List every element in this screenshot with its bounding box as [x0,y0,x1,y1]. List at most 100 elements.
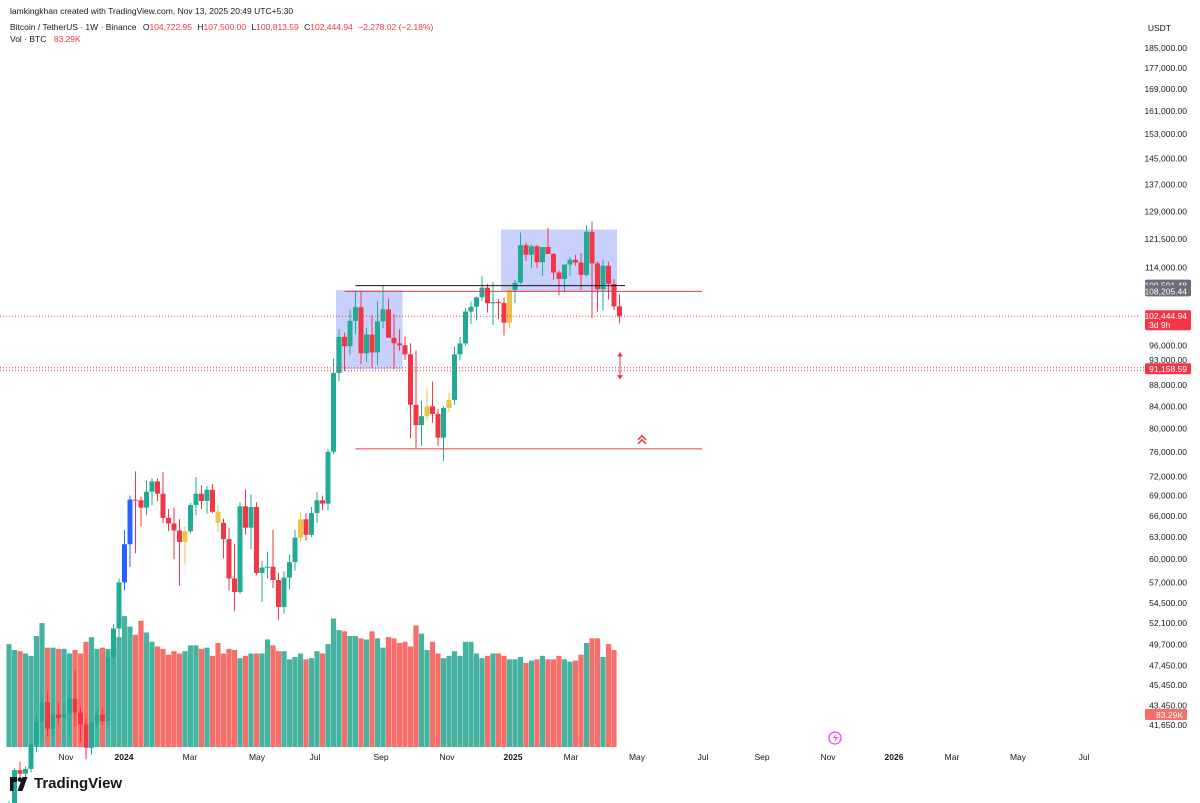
candle-body[interactable] [336,336,342,374]
candle-body[interactable] [12,770,17,803]
candle-body[interactable] [479,287,485,298]
candle-body[interactable] [226,539,232,579]
candle-body[interactable] [265,566,270,568]
candle-body[interactable] [320,500,325,504]
candle-body[interactable] [232,578,237,593]
candle-body[interactable] [556,272,562,279]
candle-body[interactable] [105,657,111,722]
candle-body[interactable] [342,336,347,347]
candle-body[interactable] [160,493,166,518]
candle-body[interactable] [545,247,551,254]
candle-body[interactable] [166,517,171,524]
candle-body[interactable] [111,628,116,658]
candle-body[interactable] [155,481,160,494]
candle-body[interactable] [67,698,72,714]
candle-body[interactable] [221,522,226,540]
candle-body[interactable] [468,306,474,312]
candle-body[interactable] [34,722,39,745]
candle-body[interactable] [501,302,507,323]
candle-body[interactable] [72,698,78,713]
candle-body[interactable] [78,712,83,725]
candle-body[interactable] [23,768,28,774]
candle-body[interactable] [573,259,578,263]
candle-body[interactable] [578,262,584,275]
candle-body[interactable] [402,345,408,355]
symbol-label[interactable]: Bitcoin / TetherUS · 1W · Binance [10,22,137,32]
candle-body[interactable] [617,306,622,317]
candle-body[interactable] [17,770,23,774]
candle-body[interactable] [89,723,94,748]
candle-body[interactable] [347,320,353,347]
candle-body[interactable] [441,407,446,438]
candle-body[interactable] [611,283,617,307]
candle-body[interactable] [584,231,589,275]
candle-body[interactable] [248,506,254,528]
candle-body[interactable] [254,506,259,573]
candle-body[interactable] [171,523,177,531]
price-tag-10820544[interactable]: 108,205.44 [1144,285,1191,297]
candle-body[interactable] [243,506,248,528]
candle-body[interactable] [397,343,402,346]
candle-body[interactable] [182,531,188,543]
candle-body[interactable] [314,500,320,514]
candle-body[interactable] [199,493,204,501]
candle-body[interactable] [281,577,287,607]
candle-body[interactable] [133,499,138,501]
candle-body[interactable] [430,406,435,414]
candle-body[interactable] [518,245,523,283]
candle-body[interactable] [94,714,100,724]
candle-body[interactable] [39,702,45,723]
candle-body[interactable] [507,290,512,323]
candle-body[interactable] [287,562,292,578]
candle-body[interactable] [540,247,545,263]
price-tag-9115859[interactable]: 91,158.59 [1145,363,1191,375]
candle-body[interactable] [303,519,309,535]
candle-body[interactable] [375,321,380,353]
candle-body[interactable] [369,334,375,353]
candle-body[interactable] [45,702,50,729]
candle-body[interactable] [210,489,215,512]
candle-body[interactable] [551,253,556,273]
candle-body[interactable] [144,491,149,508]
candle-body[interactable] [28,744,34,769]
candle-body[interactable] [595,263,600,290]
volume-tag[interactable]: 83.29K [1145,709,1187,720]
candle-body[interactable] [457,343,463,355]
candle-body[interactable] [364,334,369,354]
candle-body[interactable] [61,713,67,718]
candle-body[interactable] [237,506,243,593]
candle-body[interactable] [122,544,127,583]
candle-body[interactable] [413,404,419,426]
candle-body[interactable] [391,337,397,344]
candle-body[interactable] [116,582,122,629]
candle-body[interactable] [188,504,193,532]
candle-body[interactable] [380,309,386,322]
candle-body[interactable] [496,302,501,304]
candle-body[interactable] [408,354,413,405]
candle-body[interactable] [276,580,281,607]
candle-body[interactable] [424,406,430,417]
measure-arrow-icon[interactable] [617,351,623,380]
candle-body[interactable] [512,282,518,291]
candle-body[interactable] [298,519,303,538]
candle-body[interactable] [386,309,391,338]
candle-body[interactable] [606,265,611,284]
candle-body[interactable] [50,714,56,729]
candle-body[interactable] [474,297,479,307]
candle-body[interactable] [309,513,314,535]
candle-body[interactable] [353,307,358,321]
candle-body[interactable] [419,416,424,426]
candle-body[interactable] [600,265,606,290]
candle-body[interactable] [138,500,144,508]
candle-body[interactable] [127,499,133,545]
candle-body[interactable] [589,231,595,264]
candle-body[interactable] [331,373,336,452]
candle-body[interactable] [567,259,573,265]
candle-body[interactable] [534,246,540,263]
candle-body[interactable] [259,567,265,573]
candle-body[interactable] [177,530,182,543]
candle-body[interactable] [270,566,276,581]
candle-body[interactable] [56,714,61,718]
